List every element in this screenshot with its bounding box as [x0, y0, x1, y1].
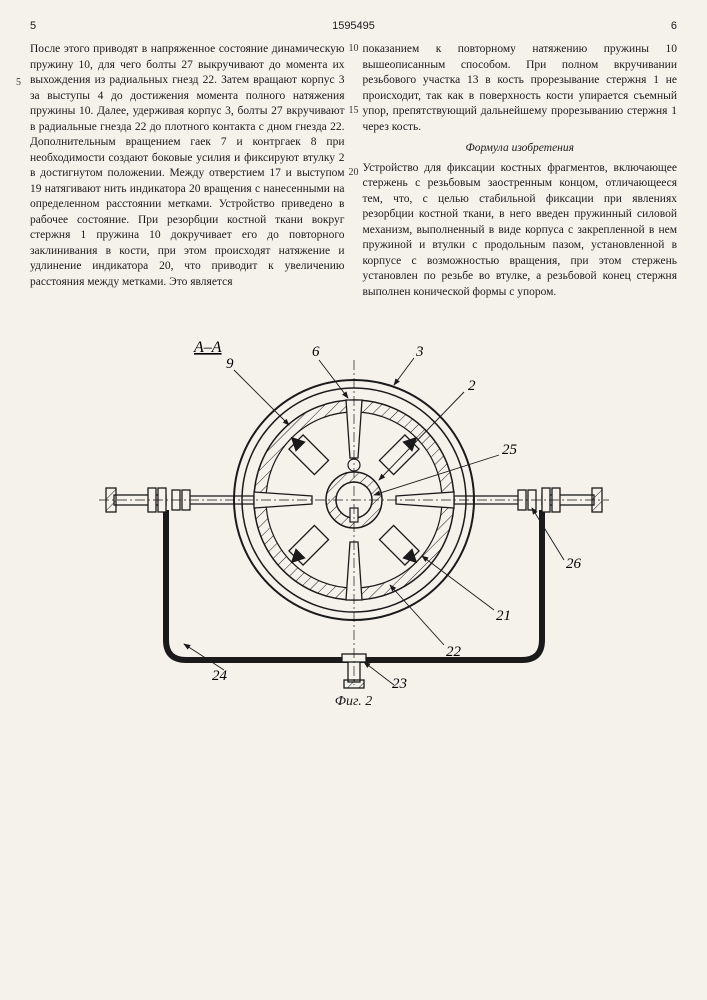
svg-text:23: 23	[392, 676, 407, 690]
section-label: А–А	[193, 339, 222, 356]
right-p1: показанием к повторному натяжению пружин…	[363, 42, 678, 135]
formula-title: Формула изобретения	[363, 141, 678, 157]
right-column: 10 15 20 показанием к повторному натяжен…	[363, 42, 678, 300]
svg-text:9: 9	[226, 356, 234, 372]
svg-text:2: 2	[468, 378, 476, 394]
svg-text:26: 26	[566, 556, 582, 572]
svg-text:24: 24	[212, 668, 228, 684]
svg-text:25: 25	[502, 442, 518, 458]
page-header: 5 1595495 6	[30, 20, 677, 32]
left-column: 5 После этого приводят в напряженное сос…	[30, 42, 345, 300]
right-p2: Устройство для фиксации костных фрагмент…	[363, 161, 678, 301]
page-left: 5	[30, 20, 36, 32]
line-marker: 5	[16, 76, 21, 90]
svg-text:21: 21	[496, 608, 511, 624]
figure-caption: Фиг. 2	[30, 694, 677, 710]
svg-text:22: 22	[446, 644, 462, 660]
svg-text:6: 6	[312, 344, 320, 360]
svg-text:3: 3	[415, 344, 424, 360]
doc-number: 1595495	[332, 20, 375, 32]
figure-svg: А–А	[94, 330, 614, 690]
figure: А–А	[30, 330, 677, 710]
page-right: 6	[671, 20, 677, 32]
line-marker: 20	[349, 166, 359, 180]
line-marker: 10	[349, 42, 359, 56]
line-marker: 15	[349, 104, 359, 118]
text-columns: 5 После этого приводят в напряженное сос…	[30, 42, 677, 300]
left-text: После этого приводят в напряженное состо…	[30, 42, 345, 290]
